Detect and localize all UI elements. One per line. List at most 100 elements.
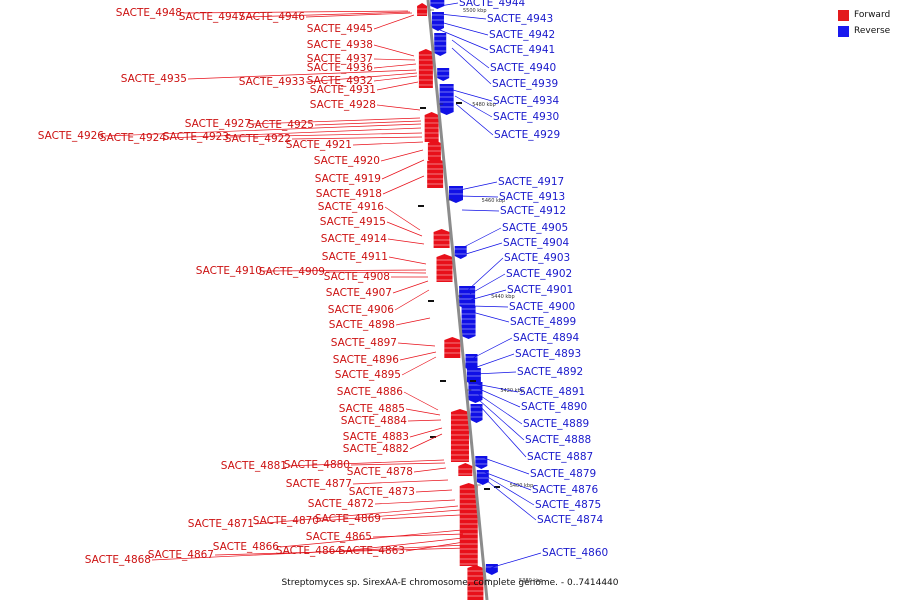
forward-gene-block[interactable] [417, 3, 428, 16]
forward-gene-block[interactable] [436, 254, 453, 282]
forward-gene-label[interactable]: SACTE_4906 [328, 304, 395, 316]
forward-gene-label[interactable]: SACTE_4868 [85, 554, 151, 566]
forward-gene-block[interactable] [458, 463, 473, 476]
forward-gene-label[interactable]: SACTE_4925 [248, 119, 314, 131]
forward-gene-label[interactable]: SACTE_4908 [324, 271, 390, 283]
reverse-gene-label[interactable]: SACTE_4934 [493, 95, 560, 107]
forward-gene-label[interactable]: SACTE_4885 [339, 403, 405, 415]
forward-gene-label[interactable]: SACTE_4931 [310, 84, 376, 96]
reverse-gene-block[interactable] [454, 246, 467, 259]
reverse-gene-label[interactable]: SACTE_4894 [513, 332, 580, 344]
reverse-gene-block[interactable] [437, 68, 450, 81]
forward-gene-label[interactable]: SACTE_4924 [100, 132, 167, 144]
forward-gene-label[interactable]: SACTE_4933 [239, 76, 305, 88]
legend-item-forward[interactable]: Forward [838, 8, 890, 22]
forward-gene-label[interactable]: SACTE_4936 [307, 62, 374, 74]
reverse-gene-label[interactable]: SACTE_4892 [517, 366, 583, 378]
reverse-gene-block[interactable] [475, 456, 488, 469]
reverse-gene-label[interactable]: SACTE_4891 [519, 386, 585, 398]
forward-gene-label[interactable]: SACTE_4923 [163, 131, 229, 143]
reverse-gene-label[interactable]: SACTE_4874 [537, 514, 604, 526]
forward-gene-label[interactable]: SACTE_4916 [318, 201, 385, 213]
reverse-gene-block[interactable] [431, 12, 444, 31]
reverse-gene-block[interactable] [468, 382, 483, 403]
forward-gene-label[interactable]: SACTE_4873 [349, 486, 415, 498]
reverse-gene-label[interactable]: SACTE_4860 [542, 547, 608, 559]
forward-gene-label[interactable]: SACTE_4920 [314, 155, 380, 167]
reverse-gene-block[interactable] [476, 470, 489, 485]
forward-gene-label[interactable]: SACTE_4928 [310, 99, 376, 111]
forward-gene-label[interactable]: SACTE_4863 [339, 545, 405, 557]
reverse-gene-label[interactable]: SACTE_4887 [527, 451, 593, 463]
reverse-gene-label[interactable]: SACTE_4902 [506, 268, 572, 280]
forward-gene-label[interactable]: SACTE_4867 [148, 549, 214, 561]
reverse-gene-label[interactable]: SACTE_4943 [487, 13, 553, 25]
reverse-gene-label[interactable]: SACTE_4888 [525, 434, 591, 446]
forward-gene-label[interactable]: SACTE_4946 [239, 11, 306, 23]
forward-gene-label[interactable]: SACTE_4865 [306, 531, 372, 543]
reverse-gene-label[interactable]: SACTE_4899 [510, 316, 576, 328]
legend-item-reverse[interactable]: Reverse [838, 24, 890, 38]
reverse-gene-block[interactable] [461, 306, 476, 339]
forward-gene-label[interactable]: SACTE_4911 [322, 251, 388, 263]
forward-gene-label[interactable]: SACTE_4877 [286, 478, 352, 490]
reverse-gene-label[interactable]: SACTE_4904 [503, 237, 570, 249]
forward-gene-label[interactable]: SACTE_4909 [259, 266, 325, 278]
forward-gene-label[interactable]: SACTE_4915 [320, 216, 386, 228]
forward-gene-label[interactable]: SACTE_4886 [337, 386, 404, 398]
forward-gene-label[interactable]: SACTE_4883 [343, 431, 409, 443]
forward-gene-label[interactable]: SACTE_4895 [335, 369, 401, 381]
forward-gene-block[interactable] [444, 337, 461, 358]
reverse-gene-block[interactable] [470, 404, 483, 423]
forward-gene-block[interactable] [459, 483, 478, 566]
forward-gene-label[interactable]: SACTE_4866 [213, 541, 280, 553]
forward-gene-label[interactable]: SACTE_4869 [315, 513, 381, 525]
forward-gene-label[interactable]: SACTE_4945 [307, 23, 373, 35]
forward-gene-label[interactable]: SACTE_4898 [329, 319, 395, 331]
forward-gene-label[interactable]: SACTE_4938 [307, 39, 373, 51]
forward-gene-label[interactable]: SACTE_4937 [307, 53, 373, 65]
forward-gene-label[interactable]: SACTE_4935 [121, 73, 187, 85]
forward-gene-label[interactable]: SACTE_4919 [315, 173, 381, 185]
reverse-gene-label[interactable]: SACTE_4929 [494, 129, 560, 141]
forward-gene-label[interactable]: SACTE_4918 [316, 188, 382, 200]
reverse-gene-label[interactable]: SACTE_4875 [535, 499, 601, 511]
forward-gene-block[interactable] [433, 229, 450, 248]
forward-gene-label[interactable]: SACTE_4882 [343, 443, 409, 455]
forward-gene-label[interactable]: SACTE_4926 [38, 130, 105, 142]
reverse-gene-label[interactable]: SACTE_4893 [515, 348, 581, 360]
forward-gene-label[interactable]: SACTE_4864 [276, 545, 343, 557]
forward-gene-block[interactable] [424, 112, 439, 142]
forward-gene-label[interactable]: SACTE_4880 [284, 459, 350, 471]
forward-gene-label[interactable]: SACTE_4897 [331, 337, 397, 349]
forward-gene-block[interactable] [418, 49, 433, 88]
forward-gene-label[interactable]: SACTE_4927 [185, 118, 251, 130]
reverse-gene-label[interactable]: SACTE_4917 [498, 176, 564, 188]
reverse-gene-block[interactable] [430, 0, 445, 9]
reverse-gene-block[interactable] [434, 33, 447, 56]
reverse-gene-label[interactable]: SACTE_4901 [507, 284, 573, 296]
forward-gene-label[interactable]: SACTE_4914 [321, 233, 388, 245]
forward-gene-label[interactable]: SACTE_4884 [341, 415, 408, 427]
forward-gene-label[interactable]: SACTE_4870 [253, 515, 319, 527]
forward-gene-label[interactable]: SACTE_4948 [116, 7, 182, 19]
reverse-gene-block[interactable] [485, 564, 498, 575]
reverse-gene-label[interactable]: SACTE_4913 [499, 191, 565, 203]
forward-gene-label[interactable]: SACTE_4921 [286, 139, 352, 151]
reverse-gene-block[interactable] [439, 84, 454, 115]
forward-gene-label[interactable]: SACTE_4896 [333, 354, 400, 366]
reverse-gene-label[interactable]: SACTE_4930 [493, 111, 559, 123]
reverse-gene-label[interactable]: SACTE_4944 [459, 0, 526, 9]
forward-gene-label[interactable]: SACTE_4947 [179, 11, 245, 23]
reverse-gene-label[interactable]: SACTE_4876 [532, 484, 599, 496]
reverse-gene-label[interactable]: SACTE_4942 [489, 29, 555, 41]
forward-gene-label[interactable]: SACTE_4907 [326, 287, 392, 299]
reverse-gene-block[interactable] [448, 186, 463, 203]
reverse-gene-label[interactable]: SACTE_4890 [521, 401, 587, 413]
forward-gene-block[interactable] [427, 140, 441, 160]
forward-gene-label[interactable]: SACTE_4872 [308, 498, 374, 510]
forward-gene-label[interactable]: SACTE_4871 [188, 518, 254, 530]
reverse-gene-label[interactable]: SACTE_4879 [530, 468, 596, 480]
reverse-gene-label[interactable]: SACTE_4912 [500, 205, 566, 217]
reverse-gene-label[interactable]: SACTE_4900 [509, 301, 575, 313]
